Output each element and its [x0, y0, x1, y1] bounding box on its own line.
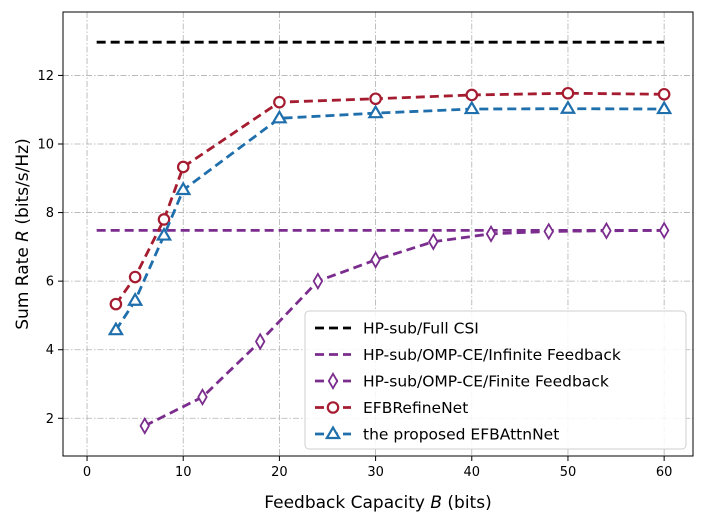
data-point — [254, 332, 266, 351]
data-point — [139, 416, 150, 435]
legend-item: EFBRefineNet — [315, 399, 468, 417]
data-point — [155, 226, 173, 241]
data-point — [561, 86, 575, 100]
x-tick-label: 40 — [464, 465, 481, 480]
data-point — [485, 224, 497, 243]
data-point — [127, 292, 144, 306]
data-point — [370, 250, 381, 269]
legend-label: HP-sub/OMP-CE/Infinite Feedback — [363, 346, 621, 364]
legend: HP-sub/Full CSI HP-sub/OMP-CE/Infinite Fe… — [304, 310, 687, 450]
x-tick-label: 20 — [271, 465, 288, 480]
data-point — [465, 88, 479, 102]
data-point — [657, 87, 671, 101]
grid — [63, 12, 693, 456]
data-point — [428, 232, 439, 251]
axis-ticks: 0 10 20 30 40 50 60 2 4 6 8 10 12 — [37, 69, 672, 480]
x-tick-label: 50 — [560, 465, 577, 480]
data-point — [273, 95, 286, 109]
y-tick-label: 2 — [46, 412, 54, 427]
data-point — [463, 100, 480, 115]
x-tick-label: 0 — [83, 465, 91, 480]
y-axis-label: Sum Rate R (bits/s/Hz) — [13, 138, 33, 329]
data-point — [369, 92, 382, 106]
data-point — [656, 100, 673, 115]
data-point — [175, 181, 192, 196]
legend-marker — [327, 372, 339, 390]
data-point — [109, 297, 123, 311]
x-tick-label: 60 — [656, 465, 673, 480]
y-tick-label: 6 — [46, 275, 54, 290]
plot-series — [96, 40, 673, 435]
data-point — [176, 160, 190, 174]
data-point — [157, 213, 171, 226]
plot-frame — [62, 11, 694, 457]
y-tick-label: 10 — [37, 138, 54, 153]
data-point — [107, 321, 124, 336]
legend-label: the proposed EFBAttnNet — [363, 426, 559, 444]
legend-box — [304, 310, 687, 450]
data-point — [543, 222, 554, 241]
x-axis-label: Feedback Capacity B (bits) — [264, 493, 491, 513]
y-tick-label: 8 — [46, 206, 54, 221]
data-point — [271, 109, 288, 124]
legend-marker — [326, 401, 340, 414]
legend-label: HP-sub/Full CSI — [363, 320, 479, 338]
x-tick-label: 30 — [367, 465, 384, 480]
legend-label: HP-sub/OMP-CE/Finite Feedback — [363, 373, 609, 391]
y-tick-label: 12 — [37, 69, 54, 84]
legend-item: the proposed EFBAttnNet — [315, 425, 559, 444]
data-point — [197, 388, 208, 407]
data-point — [601, 221, 612, 240]
y-tick-label: 4 — [46, 343, 54, 358]
series-5 — [107, 100, 673, 336]
legend-item: HP-sub/OMP-CE/Infinite Feedback — [315, 346, 621, 364]
data-point — [128, 270, 142, 284]
data-point — [367, 104, 384, 119]
data-point — [559, 100, 577, 114]
legend-item: HP-sub/Full CSI — [315, 320, 479, 338]
data-point — [658, 221, 670, 240]
x-tick-label: 10 — [175, 465, 192, 480]
series-3 — [139, 221, 670, 435]
legend-marker — [324, 425, 342, 440]
series-line — [114, 91, 665, 305]
legend-label: EFBRefineNet — [363, 399, 468, 417]
legend-item: HP-sub/OMP-CE/Finite Feedback — [315, 372, 609, 391]
series-line — [144, 229, 665, 428]
data-point — [312, 272, 324, 291]
series-line — [114, 107, 665, 331]
series-4 — [109, 86, 671, 311]
